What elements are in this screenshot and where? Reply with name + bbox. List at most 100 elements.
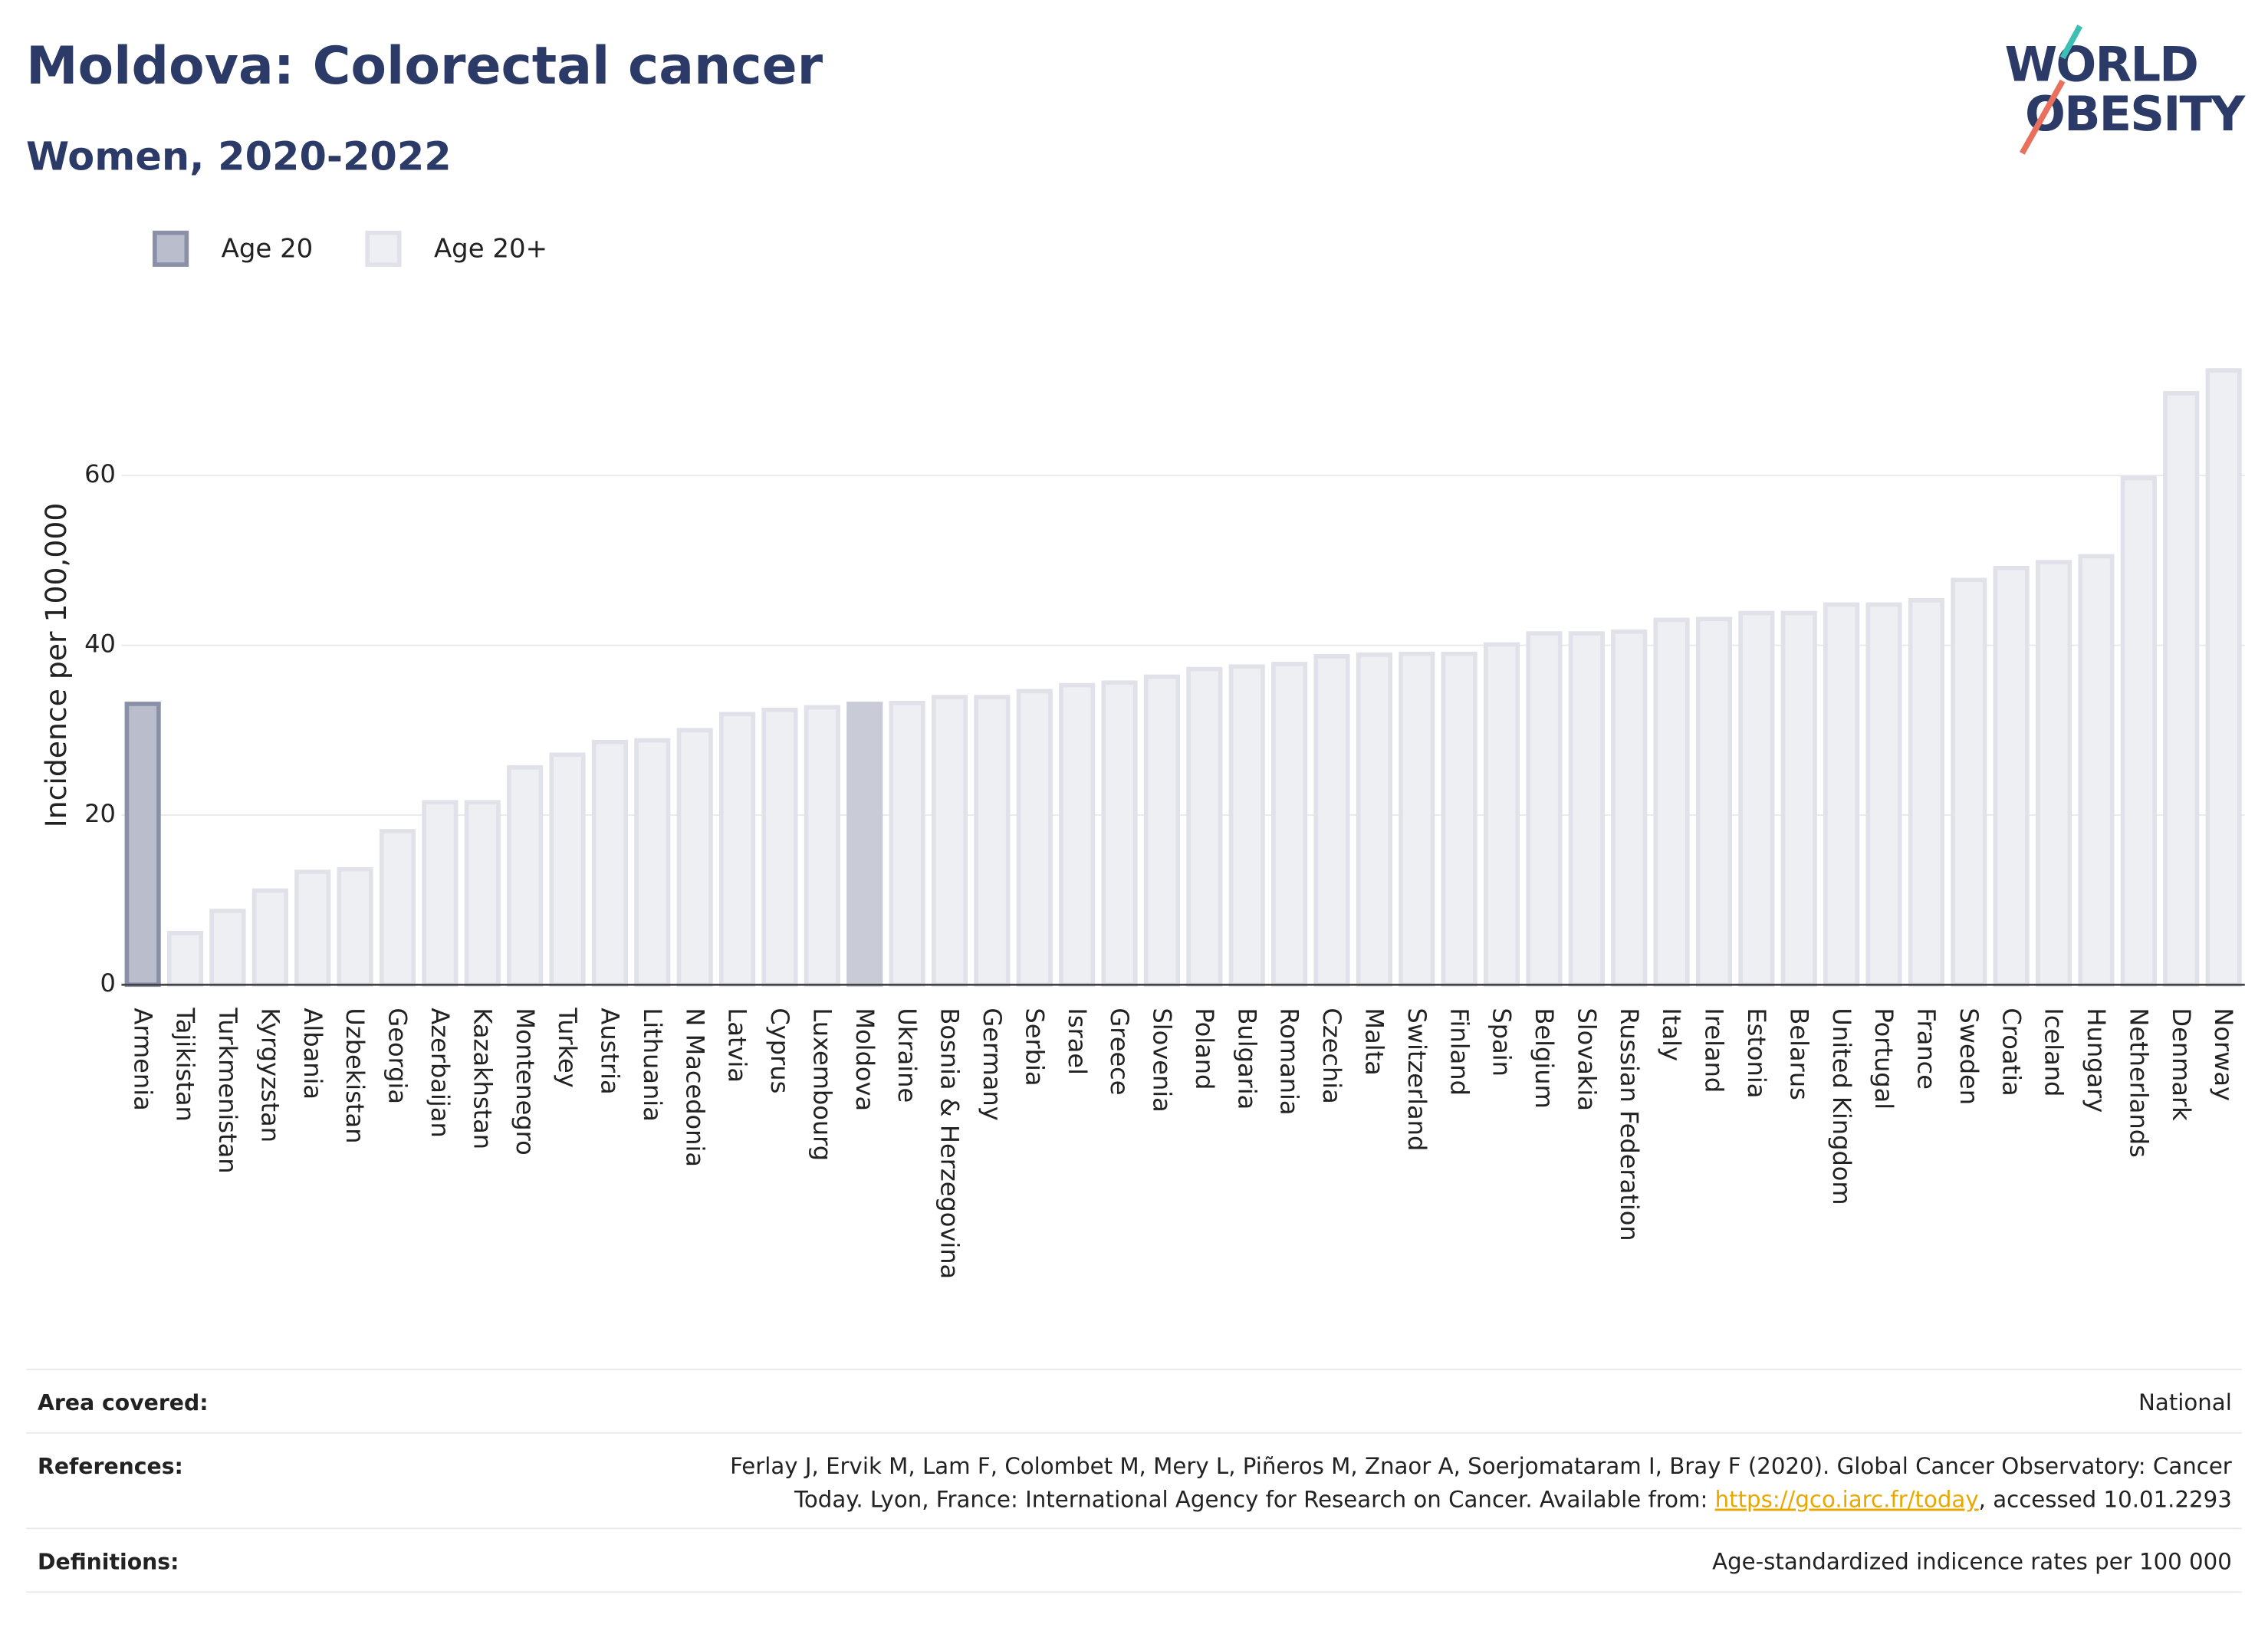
y-tick-label: 0 [100,968,116,998]
x-tick-label: Kazakhstan [468,1008,497,1149]
x-tick-label: Ireland [1700,1008,1729,1093]
x-tick-label: Finland [1445,1008,1474,1095]
bar [124,702,161,988]
x-tick-label: Netherlands [2124,1008,2153,1157]
x-tick-label: Turkmenistan [213,1007,242,1173]
x-tick-label: Switzerland [1402,1008,1431,1151]
legend-label: Age 20+ [434,234,547,265]
x-tick-label: Luxembourg [807,1008,837,1161]
bar [1399,651,1435,988]
bar [718,712,756,988]
x-tick-label: Czechia [1317,1008,1346,1103]
x-tick-label: Slovenia [1148,1008,1177,1112]
link[interactable]: https://gco.iarc.fr/today [1715,1487,1979,1513]
bar [1441,651,1477,988]
bar [2078,554,2115,988]
bar [464,800,501,988]
x-tick-label: Belarus [1784,1008,1813,1100]
bar [804,705,840,988]
bar [549,752,586,988]
bar [1186,666,1223,988]
x-tick-label: Kyrgyzstan [255,1008,284,1142]
x-tick-label: Denmark [2167,1008,2196,1121]
x-tick-label: Serbia [1020,1008,1049,1086]
bar [2035,560,2072,988]
bar [931,695,968,988]
bar [209,909,246,988]
bar [1908,598,1944,988]
x-tick-label: N Macedonia [680,1008,709,1167]
x-tick-label: Spain [1487,1008,1517,1077]
bar [1653,617,1690,988]
bar [1059,682,1096,988]
y-tick-label: 60 [84,459,116,488]
x-tick-label: Sweden [1954,1008,1984,1105]
x-tick-label: Poland [1190,1008,1219,1090]
bar [507,765,544,988]
y-axis-label: Incidence per 100,000 [39,503,73,828]
row-label: Definitions: [38,1550,179,1575]
x-tick-label: Belgium [1530,1008,1559,1108]
x-tick-label: Tajikistan [171,1007,200,1121]
x-tick-label: Albania [298,1008,327,1100]
bar [1738,610,1775,988]
x-tick-label: Azerbaijan [426,1008,455,1137]
x-tick-label: Ukraine [892,1008,922,1103]
x-tick-label: Russian Federation [1615,1008,1644,1241]
x-tick-label: Cyprus [765,1008,794,1093]
row-label: References: [38,1454,183,1479]
x-tick-label: Portugal [1869,1008,1898,1110]
bar [2163,391,2200,988]
x-tick-label: Croatia [1997,1008,2026,1096]
bar [889,701,925,988]
x-tick-label: United Kingdom [1827,1008,1856,1205]
x-tick-label: Austria [596,1008,625,1094]
x-tick-label: Latvia [723,1008,752,1083]
row-text: Today. Lyon, France: International Agenc… [794,1487,2232,1513]
row-label: Area covered: [38,1390,208,1415]
bar [1143,674,1181,988]
bar [422,800,459,988]
bar [1483,642,1520,988]
bar [1526,631,1563,988]
logo-stripe [2059,25,2083,60]
row-text: National [2138,1389,2232,1415]
logo-word: WORLD [2005,37,2197,93]
x-tick-label: Germany [978,1008,1007,1120]
x-tick-label: Montenegro [511,1008,540,1155]
bar [1823,602,1860,988]
x-tick-label: Bosnia & Herzegovina [935,1008,965,1279]
footer: Area covered: National References: Ferla… [25,1368,2243,1593]
bar [1228,664,1265,988]
text: Today. Lyon, France: International Agenc… [794,1487,1715,1513]
bar [2120,475,2157,988]
x-tick-label: Norway [2209,1008,2238,1101]
bar [337,866,373,988]
bar [974,695,1011,988]
x-tick-label: Armenia [128,1008,157,1110]
logo-word: OBESITY [2025,86,2246,142]
plot: 0 20 40 60 Age 20 Age 20+ Armenia Tajikistan Tur… [84,230,2245,1279]
logo-stripe [2020,79,2066,155]
row-text: Ferlay J, Ervik M, Lam F, Colombet M, Me… [730,1453,2233,1479]
bar [1695,616,1733,988]
chart-title: Moldova: Colorectal cancer [26,36,823,97]
bar [676,728,713,988]
x-tick-label: Lithuania [638,1008,667,1121]
x-tick-label: Estonia [1742,1008,1771,1098]
bar [1101,680,1138,988]
x-tick-label: Malta [1359,1008,1389,1075]
bar [591,739,628,988]
bar [166,930,204,988]
bar [1271,662,1308,988]
bar [1993,566,2030,988]
row-text: Age-standardized indicence rates per 100… [1712,1549,2232,1575]
x-tick-label: Slovakia [1572,1008,1601,1111]
x-tick-label: Romania [1275,1008,1304,1115]
bar [251,888,288,988]
x-tick-label: Iceland [2040,1008,2069,1096]
bar [1568,631,1605,988]
y-tick-label: 40 [84,630,116,659]
x-tick-label: Turkey [553,1007,582,1087]
